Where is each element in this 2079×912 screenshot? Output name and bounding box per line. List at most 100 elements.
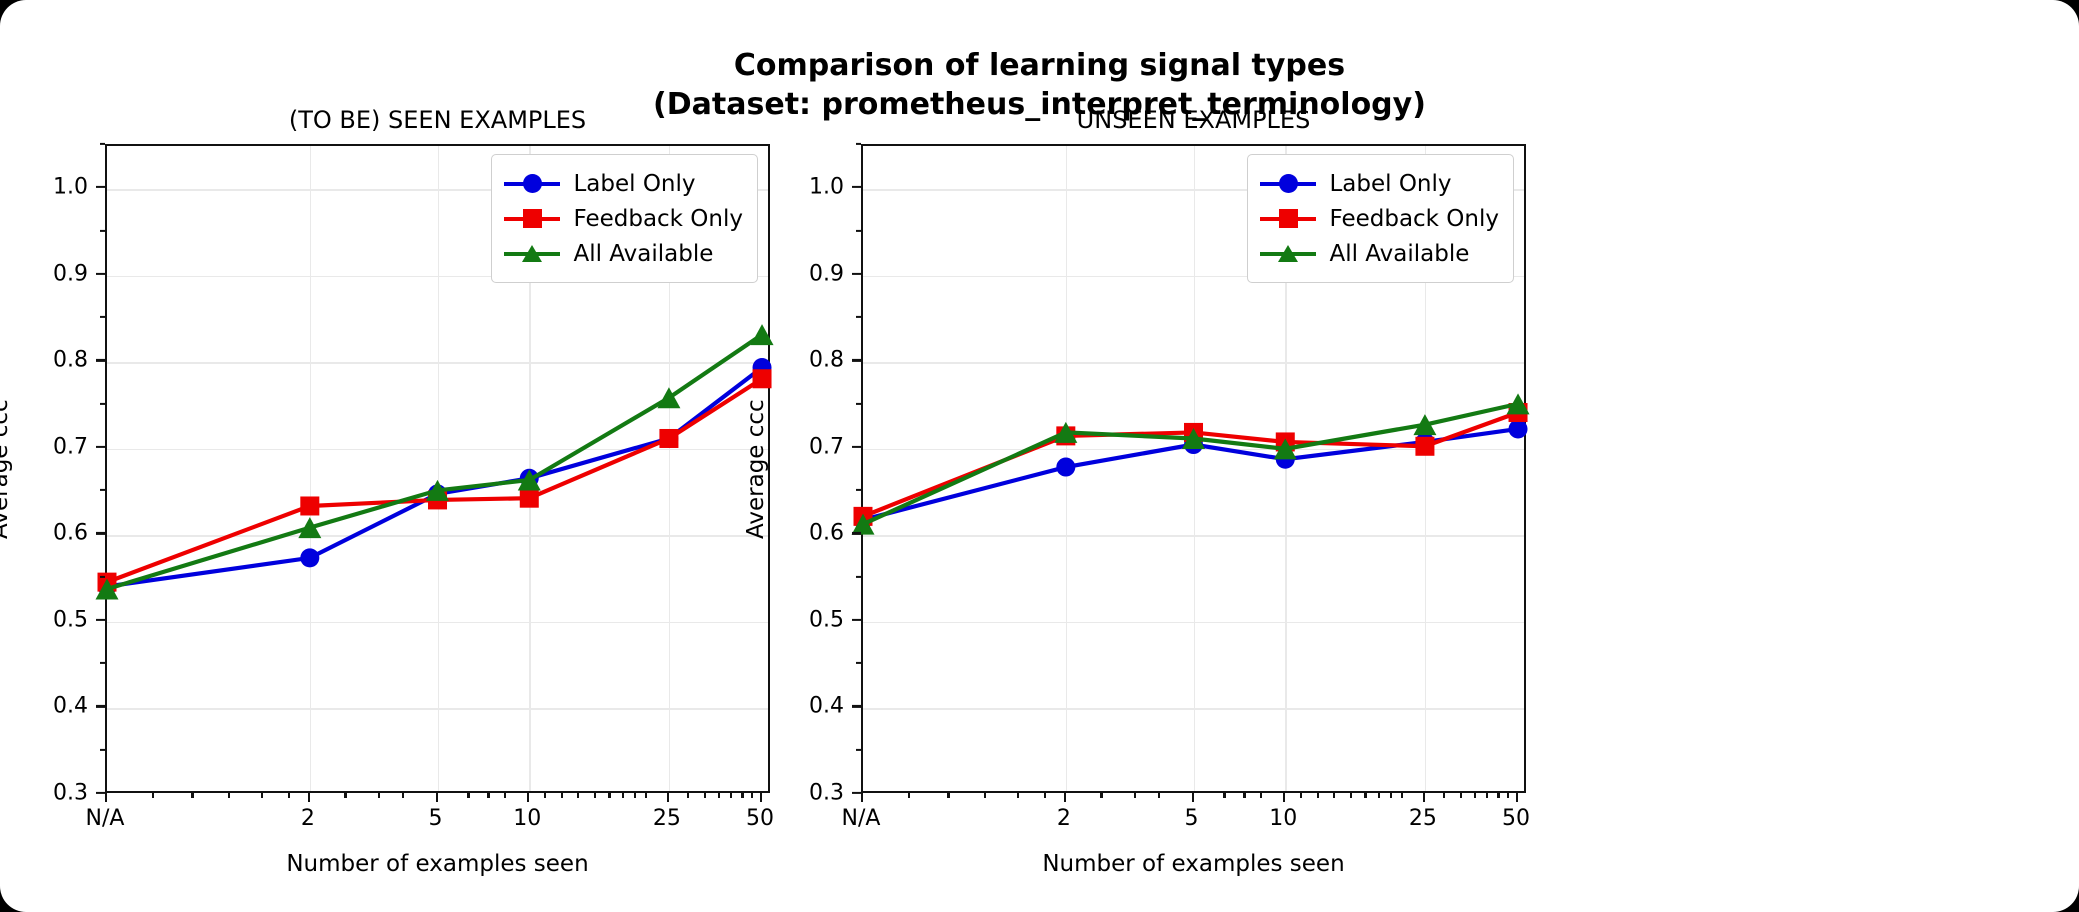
x-tick-mark [1422, 793, 1426, 802]
legend-label: All Available [1329, 240, 1470, 267]
legend-marker-square-icon [1260, 209, 1317, 229]
x-axis-label: Number of examples seen [1042, 851, 1345, 877]
legend-label: Label Only [1329, 170, 1452, 197]
y-tick-mark [96, 186, 105, 189]
x-tick-mark-minor [377, 793, 380, 798]
y-tick-mark-minor [100, 489, 105, 492]
data-point-marker [752, 369, 772, 389]
legend-item-feedback-only[interactable]: Feedback Only [504, 201, 743, 236]
x-tick-mark-minor [1506, 793, 1509, 798]
y-tick-label: 0.3 [809, 780, 844, 806]
subplot-title: UNSEEN EXAMPLES [1076, 106, 1311, 134]
x-tick-mark-minor [703, 793, 706, 798]
y-tick-label: 0.5 [809, 607, 844, 633]
x-tick-mark-minor [1486, 793, 1489, 798]
x-tick-label: 50 [1502, 806, 1531, 831]
x-tick-mark-minor [1316, 793, 1319, 798]
x-tick-mark [760, 793, 763, 802]
data-point-marker [1415, 436, 1435, 456]
x-tick-mark-minor [543, 793, 547, 798]
y-tick-mark [96, 705, 105, 708]
y-tick-mark-minor [856, 748, 861, 751]
data-point-marker [659, 428, 679, 448]
x-tick-mark-minor [1223, 793, 1226, 798]
y-tick-mark [96, 532, 105, 535]
data-point-marker [519, 488, 539, 508]
x-tick-mark-minor [947, 793, 950, 798]
x-tick-mark-minor [1299, 793, 1303, 798]
y-tick-mark [96, 272, 105, 275]
y-tick-label: 0.8 [53, 347, 88, 373]
y-tick-label: 0.9 [809, 261, 844, 287]
y-tick-mark-minor [100, 748, 105, 751]
gridline-vertical [1424, 146, 1427, 791]
legend-item-feedback-only[interactable]: Feedback Only [1260, 201, 1499, 236]
y-tick-label: 0.7 [53, 434, 88, 460]
x-tick-mark-minor [1243, 793, 1246, 798]
data-point-marker [1413, 414, 1437, 436]
x-tick-label: N/A [841, 806, 881, 831]
legend-marker-circle-icon [504, 174, 561, 194]
x-tick-mark [861, 793, 864, 802]
x-tick-mark-minor [402, 793, 405, 798]
x-tick-mark-minor [1442, 793, 1446, 798]
legend-label: Feedback Only [1329, 205, 1499, 232]
y-tick-label: 1.0 [53, 174, 88, 200]
y-tick-mark-minor [100, 142, 105, 146]
x-tick-mark-minor [1333, 793, 1336, 798]
x-tick-mark-minor [1364, 793, 1367, 798]
legend[interactable]: Label Only Feedback Only All Available [1247, 154, 1514, 283]
legend-item-all-available[interactable]: All Available [504, 236, 743, 271]
x-tick-label: 5 [428, 806, 443, 831]
series-line [862, 401, 1519, 527]
data-point-marker [426, 479, 450, 501]
y-tick-mark [96, 445, 105, 448]
data-point-marker [1054, 421, 1078, 443]
data-point-marker [657, 387, 681, 409]
data-point-marker [1273, 438, 1297, 460]
y-tick-mark [852, 618, 861, 622]
legend-item-all-available[interactable]: All Available [1260, 236, 1499, 271]
y-tick-label: 0.9 [53, 261, 88, 287]
y-tick-mark [852, 791, 861, 795]
legend-marker-square-icon [504, 209, 561, 229]
legend-label: All Available [573, 240, 714, 267]
x-tick-mark-minor [261, 793, 264, 798]
x-tick-mark-minor [750, 793, 753, 798]
data-point-marker [750, 324, 774, 346]
x-tick-mark-minor [1474, 793, 1477, 798]
x-tick-mark-minor [984, 793, 987, 798]
y-axis-label: Average ccc [0, 398, 13, 539]
x-tick-label: 2 [1056, 806, 1071, 831]
y-tick-mark [852, 705, 861, 708]
x-tick-mark-minor [1100, 793, 1103, 798]
x-tick-mark-minor [608, 793, 611, 798]
y-tick-label: 0.6 [53, 520, 88, 546]
data-point-marker [300, 548, 320, 568]
x-tick-mark-minor [633, 793, 636, 798]
legend[interactable]: Label Only Feedback Only All Available [491, 154, 758, 283]
subplot-title: (TO BE) SEEN EXAMPLES [288, 106, 587, 134]
gridline-vertical [437, 146, 439, 791]
data-point-marker [95, 578, 119, 600]
x-tick-mark-minor [228, 793, 231, 798]
y-axis-label: Average ccc [743, 398, 769, 539]
x-tick-label: 10 [513, 806, 542, 831]
x-tick-mark-minor [621, 793, 624, 798]
legend-marker-circle-icon [1260, 174, 1317, 194]
y-tick-mark-minor [100, 575, 105, 578]
x-tick-mark-minor [1158, 793, 1161, 798]
y-tick-label: 0.5 [53, 607, 88, 633]
series-layer [95, 324, 774, 600]
legend-item-label-only[interactable]: Label Only [504, 166, 743, 201]
x-tick-mark-minor [1497, 793, 1500, 798]
x-tick-mark-minor [151, 793, 154, 798]
legend-item-label-only[interactable]: Label Only [1260, 166, 1499, 201]
y-tick-label: 0.3 [53, 780, 88, 806]
x-axis-label: Number of examples seen [286, 851, 589, 877]
x-tick-label: 2 [300, 806, 315, 831]
x-tick-mark-minor [1349, 793, 1352, 798]
x-tick-mark [1516, 793, 1519, 802]
data-point-marker [298, 517, 322, 539]
